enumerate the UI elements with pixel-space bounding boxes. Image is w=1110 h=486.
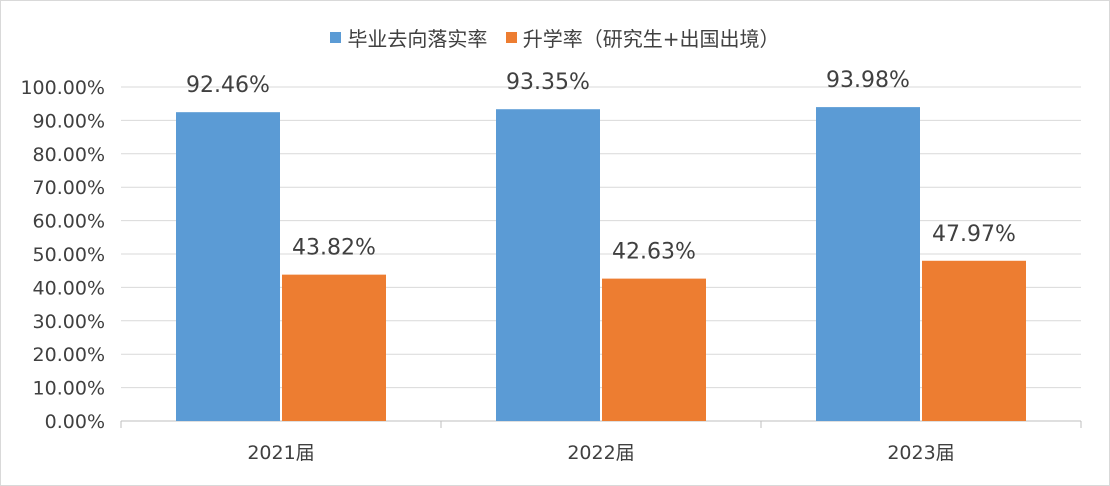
x-tick-label: 2023届: [887, 442, 954, 464]
y-tick-label: 90.00%: [33, 110, 105, 132]
bar-series-2: [922, 260, 1026, 421]
legend: 毕业去向落实率 升学率（研究生+出国出境）: [1, 23, 1109, 52]
legend-label-series-1: 毕业去向落实率: [347, 27, 488, 51]
y-tick-label: 20.00%: [33, 344, 105, 366]
legend-label-series-2: 升学率（研究生+出国出境）: [522, 27, 780, 51]
y-tick-label: 40.00%: [33, 277, 105, 299]
legend-swatch-series-2: [505, 32, 517, 43]
x-tick-label: 2022届: [567, 442, 634, 464]
data-label: 43.82%: [292, 236, 376, 261]
y-tick-label: 30.00%: [33, 311, 105, 333]
legend-item-series-1: 毕业去向落实率: [330, 23, 487, 52]
bar-series-1: [496, 109, 600, 421]
bar-series-2: [602, 278, 706, 421]
x-tick-label: 2021届: [247, 442, 314, 464]
y-tick-label: 10.00%: [33, 378, 105, 400]
bar-series-2: [282, 274, 386, 421]
bar-series-1: [176, 112, 280, 422]
data-label: 92.46%: [186, 73, 270, 98]
y-tick-label: 100.00%: [20, 77, 105, 99]
data-label: 47.97%: [932, 222, 1016, 247]
y-tick-label: 80.00%: [33, 144, 105, 166]
y-tick-label: 60.00%: [33, 211, 105, 233]
legend-swatch-series-1: [330, 32, 342, 43]
data-label: 93.98%: [826, 68, 910, 93]
data-label: 42.63%: [612, 240, 696, 265]
y-tick-label: 50.00%: [33, 244, 105, 266]
data-label: 93.35%: [506, 70, 590, 95]
y-tick-label: 70.00%: [33, 177, 105, 199]
bar-series-1: [816, 107, 920, 421]
legend-item-series-2: 升学率（研究生+出国出境）: [505, 23, 780, 52]
y-tick-label: 0.00%: [45, 411, 105, 433]
